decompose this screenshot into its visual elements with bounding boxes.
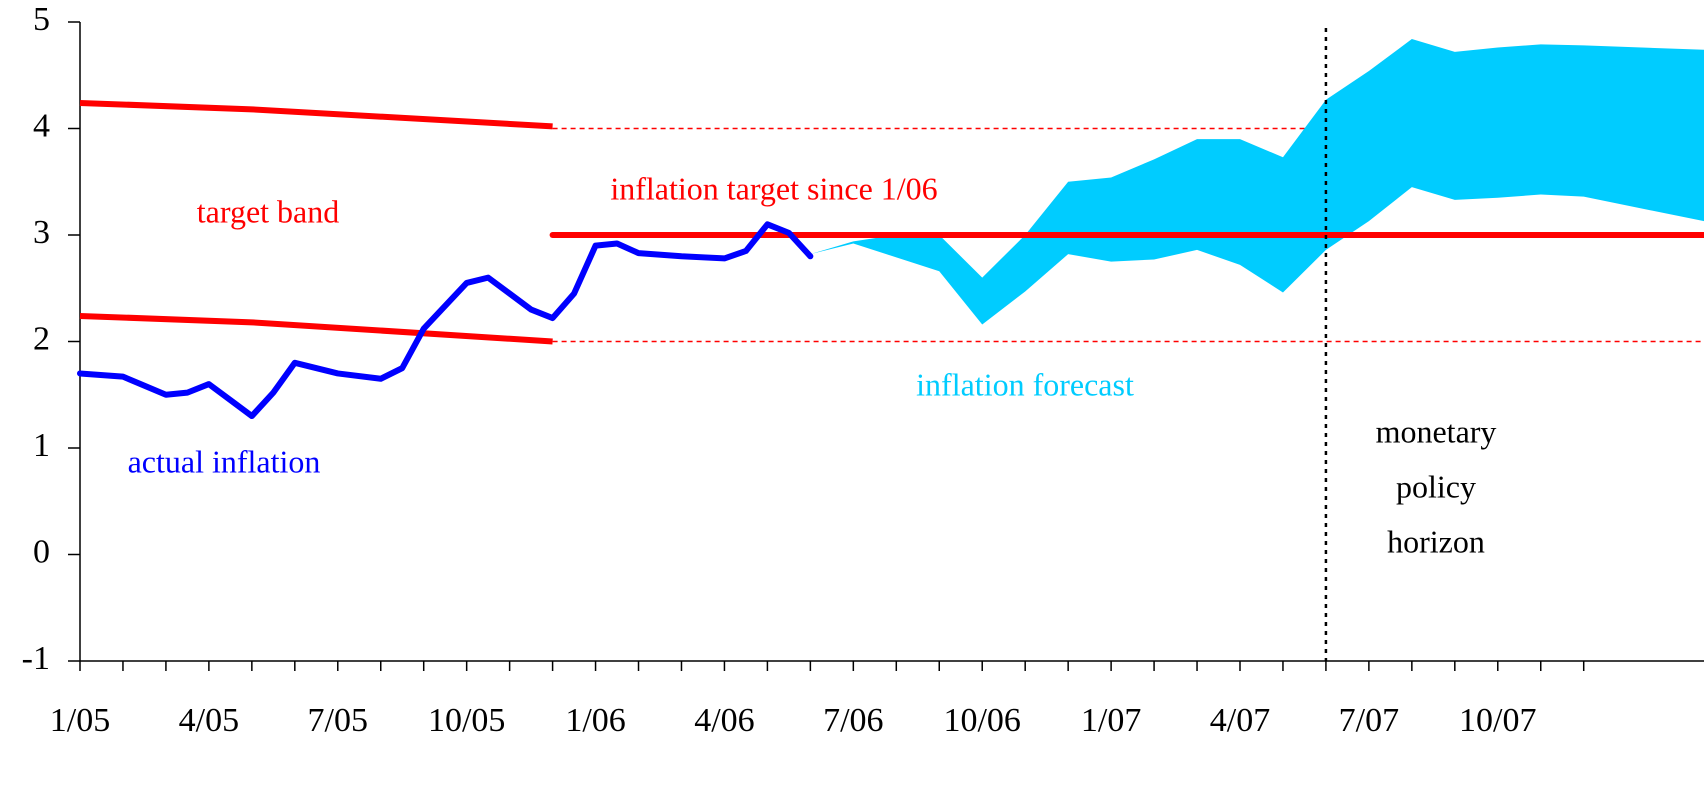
policy-horizon-label: policy <box>1396 468 1476 504</box>
series-label: target band <box>197 193 339 229</box>
policy-horizon-label: monetary <box>1376 413 1497 449</box>
y-tick-label: 1 <box>33 427 50 464</box>
x-tick-label: 4/05 <box>179 702 239 739</box>
forecast-band <box>810 39 1704 325</box>
target-band-line <box>79 99 553 130</box>
x-tick-label: 10/07 <box>1459 702 1536 739</box>
x-tick-label: 7/05 <box>308 702 368 739</box>
x-tick-label: 7/06 <box>823 702 883 739</box>
x-tick-label: 7/07 <box>1339 702 1399 739</box>
y-tick-label: 4 <box>33 107 50 144</box>
x-tick-label: 4/06 <box>694 702 754 739</box>
x-tick-label: 1/06 <box>565 702 625 739</box>
series-label: inflation target since 1/06 <box>610 170 937 206</box>
y-tick-label: 2 <box>33 320 50 357</box>
x-tick-label: 1/07 <box>1081 702 1141 739</box>
y-tick-label: -1 <box>22 640 50 677</box>
x-tick-label: 10/06 <box>943 702 1020 739</box>
target-band-line <box>79 312 553 345</box>
y-tick-label: 3 <box>33 214 50 251</box>
y-tick-label: 0 <box>33 533 50 570</box>
series-label: actual inflation <box>128 443 321 479</box>
y-tick-label: 5 <box>33 1 50 38</box>
x-tick-label: 10/05 <box>428 702 505 739</box>
x-tick-label: 1/05 <box>50 702 110 739</box>
x-tick-label: 4/07 <box>1210 702 1270 739</box>
series-label: inflation forecast <box>916 366 1134 402</box>
policy-horizon-label: horizon <box>1387 523 1485 559</box>
series-line <box>77 221 814 420</box>
